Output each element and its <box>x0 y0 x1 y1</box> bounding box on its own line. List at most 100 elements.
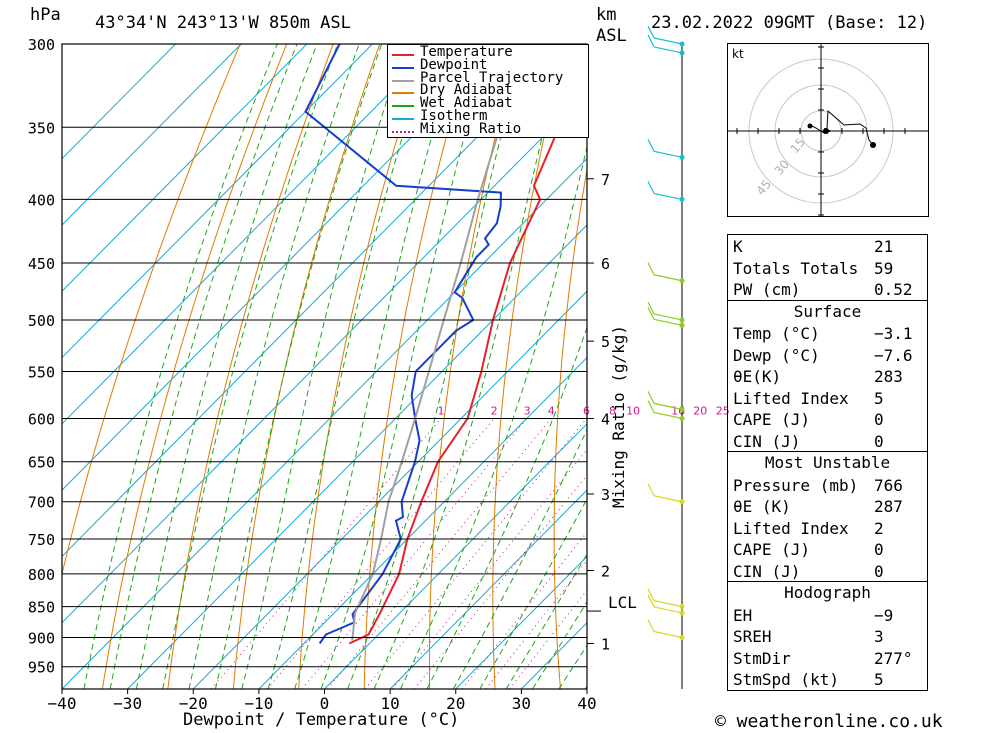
pressure-tick-label: 450 <box>28 255 55 273</box>
pressure-tick-label: 600 <box>28 410 55 428</box>
isotherm-line <box>389 489 587 689</box>
isotherm-line <box>62 44 570 558</box>
hodograph-panel: kt 15 30 45 <box>727 43 929 217</box>
dry-adiabat-line <box>492 44 567 689</box>
isotherm-line <box>62 44 373 359</box>
mixing-ratio-tick-label: 2 <box>491 404 498 417</box>
wet-adiabat-line <box>83 44 278 689</box>
pressure-tick-label: 550 <box>28 363 55 381</box>
wind-barb-flag <box>647 262 655 276</box>
index-value: −7.6 <box>874 345 913 365</box>
copyright: © weatheronline.co.uk <box>715 711 943 732</box>
dry-adiabat-line <box>298 44 427 689</box>
legend-item: Parcel Trajectory <box>388 71 588 87</box>
mixing-ratio-line <box>485 559 587 689</box>
dry-adiabat-line <box>935 44 1000 689</box>
wind-barb-shaft <box>653 411 683 420</box>
surface-index-row: Dewp (°C) −7.6 <box>728 344 927 366</box>
index-label: K <box>733 237 743 256</box>
index-value: 2 <box>874 518 884 538</box>
isotherm-line <box>62 44 439 425</box>
index-value: 5 <box>874 388 884 408</box>
hodograph-point <box>870 142 876 148</box>
mixing-ratio-tick-label: 20 <box>693 404 707 417</box>
hodograph-point <box>807 123 813 129</box>
legend-swatch <box>392 118 414 120</box>
hodograph-ring-label: 30 <box>772 157 793 178</box>
height-tick-label: 2 <box>601 562 610 580</box>
legend-label: Temperature <box>420 44 513 60</box>
index-label: Totals Totals <box>733 258 859 278</box>
index-value: 0 <box>874 561 884 581</box>
most-unstable-index-row: Pressure (mb) 766 <box>728 474 927 496</box>
legend-label: Mixing Ratio <box>420 120 522 137</box>
isotherm-line <box>62 44 505 491</box>
unit-km: km <box>596 5 617 25</box>
index-label: CAPE (J) <box>733 540 811 559</box>
indices-table: K 21 Totals Totals 59 PW (cm) 0.52 Surface Tem… <box>727 234 928 691</box>
index-label: EH <box>733 605 753 625</box>
index-label: StmSpd (kt) <box>733 670 839 689</box>
wind-barb-shaft <box>653 600 683 608</box>
most-unstable-index-title: Most Unstable <box>764 453 891 472</box>
storm-motion-marker <box>824 128 832 134</box>
pressure-tick-label: 900 <box>28 630 55 648</box>
pressure-tick-label: 400 <box>28 191 55 209</box>
plot-frame <box>61 43 588 690</box>
dry-adiabat-line <box>363 44 474 689</box>
index-value: 0 <box>874 431 884 451</box>
surface-index-title: Surface <box>793 301 862 321</box>
height-tick-label: 1 <box>601 635 610 653</box>
dry-adiabat-line <box>983 44 1000 689</box>
index-label: StmDir <box>733 648 791 668</box>
temperature-tick-label: 40 <box>577 694 596 713</box>
isotherm-line <box>455 555 587 689</box>
legend-label: Isotherm <box>420 108 488 124</box>
wet-adiabat-line <box>426 325 587 689</box>
unit-asl: ASL <box>596 26 627 46</box>
unit-hpa: hPa <box>30 5 61 25</box>
most-unstable-index-row: CIN (J) 0 <box>728 560 927 582</box>
temperature-tick-label: 10 <box>380 694 399 713</box>
wet-adiabat-line <box>347 44 526 689</box>
wet-adiabat-line <box>241 44 407 689</box>
surface-index-row: Lifted Index 5 <box>728 387 927 409</box>
mixing-ratio-tick-label: 1 <box>438 404 445 417</box>
wet-adiabat-line <box>214 44 383 689</box>
most-unstable-index-row: CAPE (J) 0 <box>728 538 927 560</box>
dry-adiabat-line <box>553 166 587 689</box>
hodograph-index-title: Hodograph <box>784 583 871 602</box>
hodograph-unit: kt <box>732 47 744 61</box>
pressure-tick-label: 750 <box>28 531 55 549</box>
wind-barb-flag <box>647 619 655 632</box>
index-value: −3.1 <box>874 324 913 343</box>
wet-adiabat-line <box>109 44 298 689</box>
index-label: θE(K) <box>733 367 782 386</box>
hodograph-trace <box>823 109 874 146</box>
wet-adiabat-line <box>135 44 318 689</box>
wind-barb-flag <box>647 181 655 194</box>
dry-adiabat-line <box>62 44 241 576</box>
legend-item: Temperature <box>388 44 588 61</box>
surface-index-row: Temp (°C) −3.1 <box>728 322 927 344</box>
pressure-tick-label: 350 <box>28 119 55 137</box>
wind-barb-flag <box>647 139 655 152</box>
height-tick-label: 7 <box>601 171 610 189</box>
mixing-ratio-tick-label: 25 <box>716 404 730 417</box>
index-label: Temp (°C) <box>733 324 820 343</box>
index-label: CAPE (J) <box>733 410 811 429</box>
wind-barb-shaft <box>653 150 683 158</box>
wind-barb-flag <box>647 400 655 413</box>
isotherm-line <box>258 356 587 689</box>
hodograph-trace <box>811 125 825 134</box>
legend-swatch <box>392 92 414 95</box>
height-tick-label: 3 <box>601 486 610 504</box>
isotherm-line <box>62 44 176 160</box>
wet-adiabat-line <box>452 428 587 689</box>
isotherm-line <box>62 157 587 689</box>
index-value: 59 <box>874 258 894 278</box>
wet-adiabat-line <box>320 44 491 689</box>
legend-swatch <box>392 105 414 108</box>
index-value: 287 <box>874 497 903 516</box>
hodograph-index-row: StmDir 277° <box>728 647 927 669</box>
